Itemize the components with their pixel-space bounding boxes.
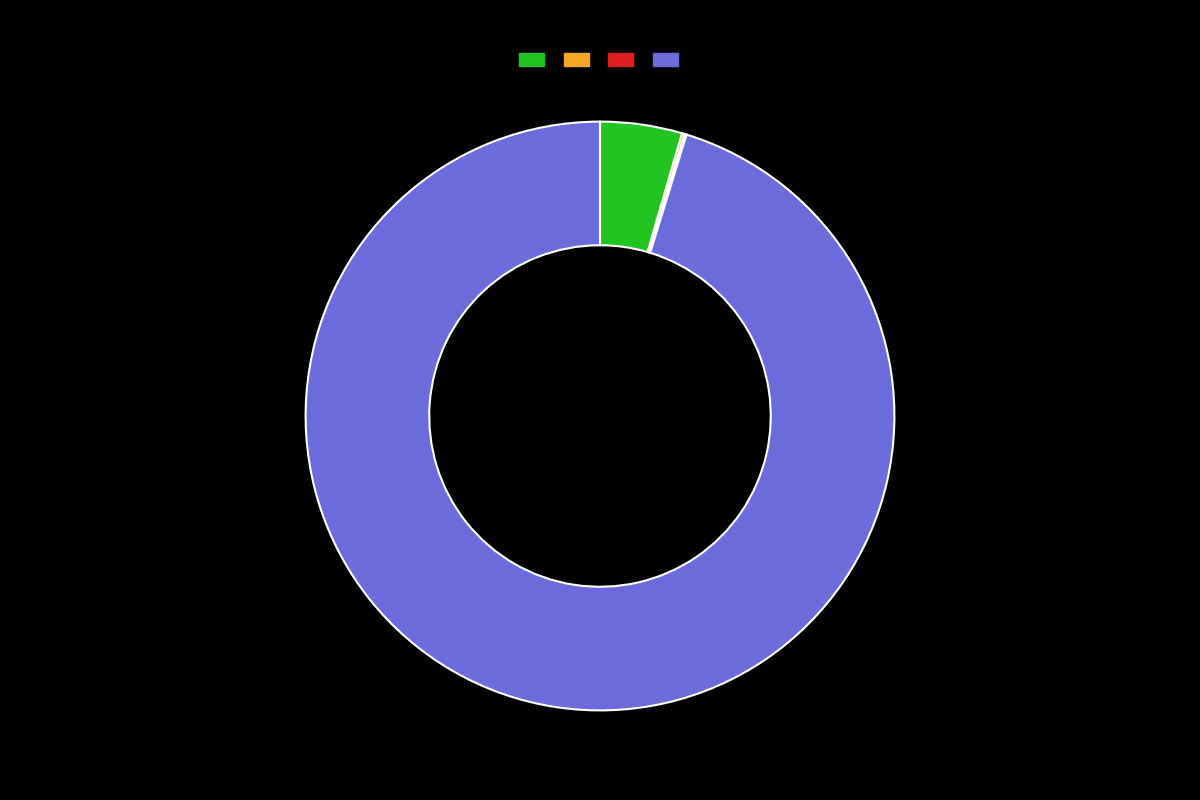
Wedge shape	[600, 122, 682, 252]
Legend: , , , : , , ,	[514, 47, 686, 73]
Wedge shape	[306, 122, 894, 710]
Wedge shape	[648, 134, 685, 253]
Wedge shape	[649, 134, 686, 253]
